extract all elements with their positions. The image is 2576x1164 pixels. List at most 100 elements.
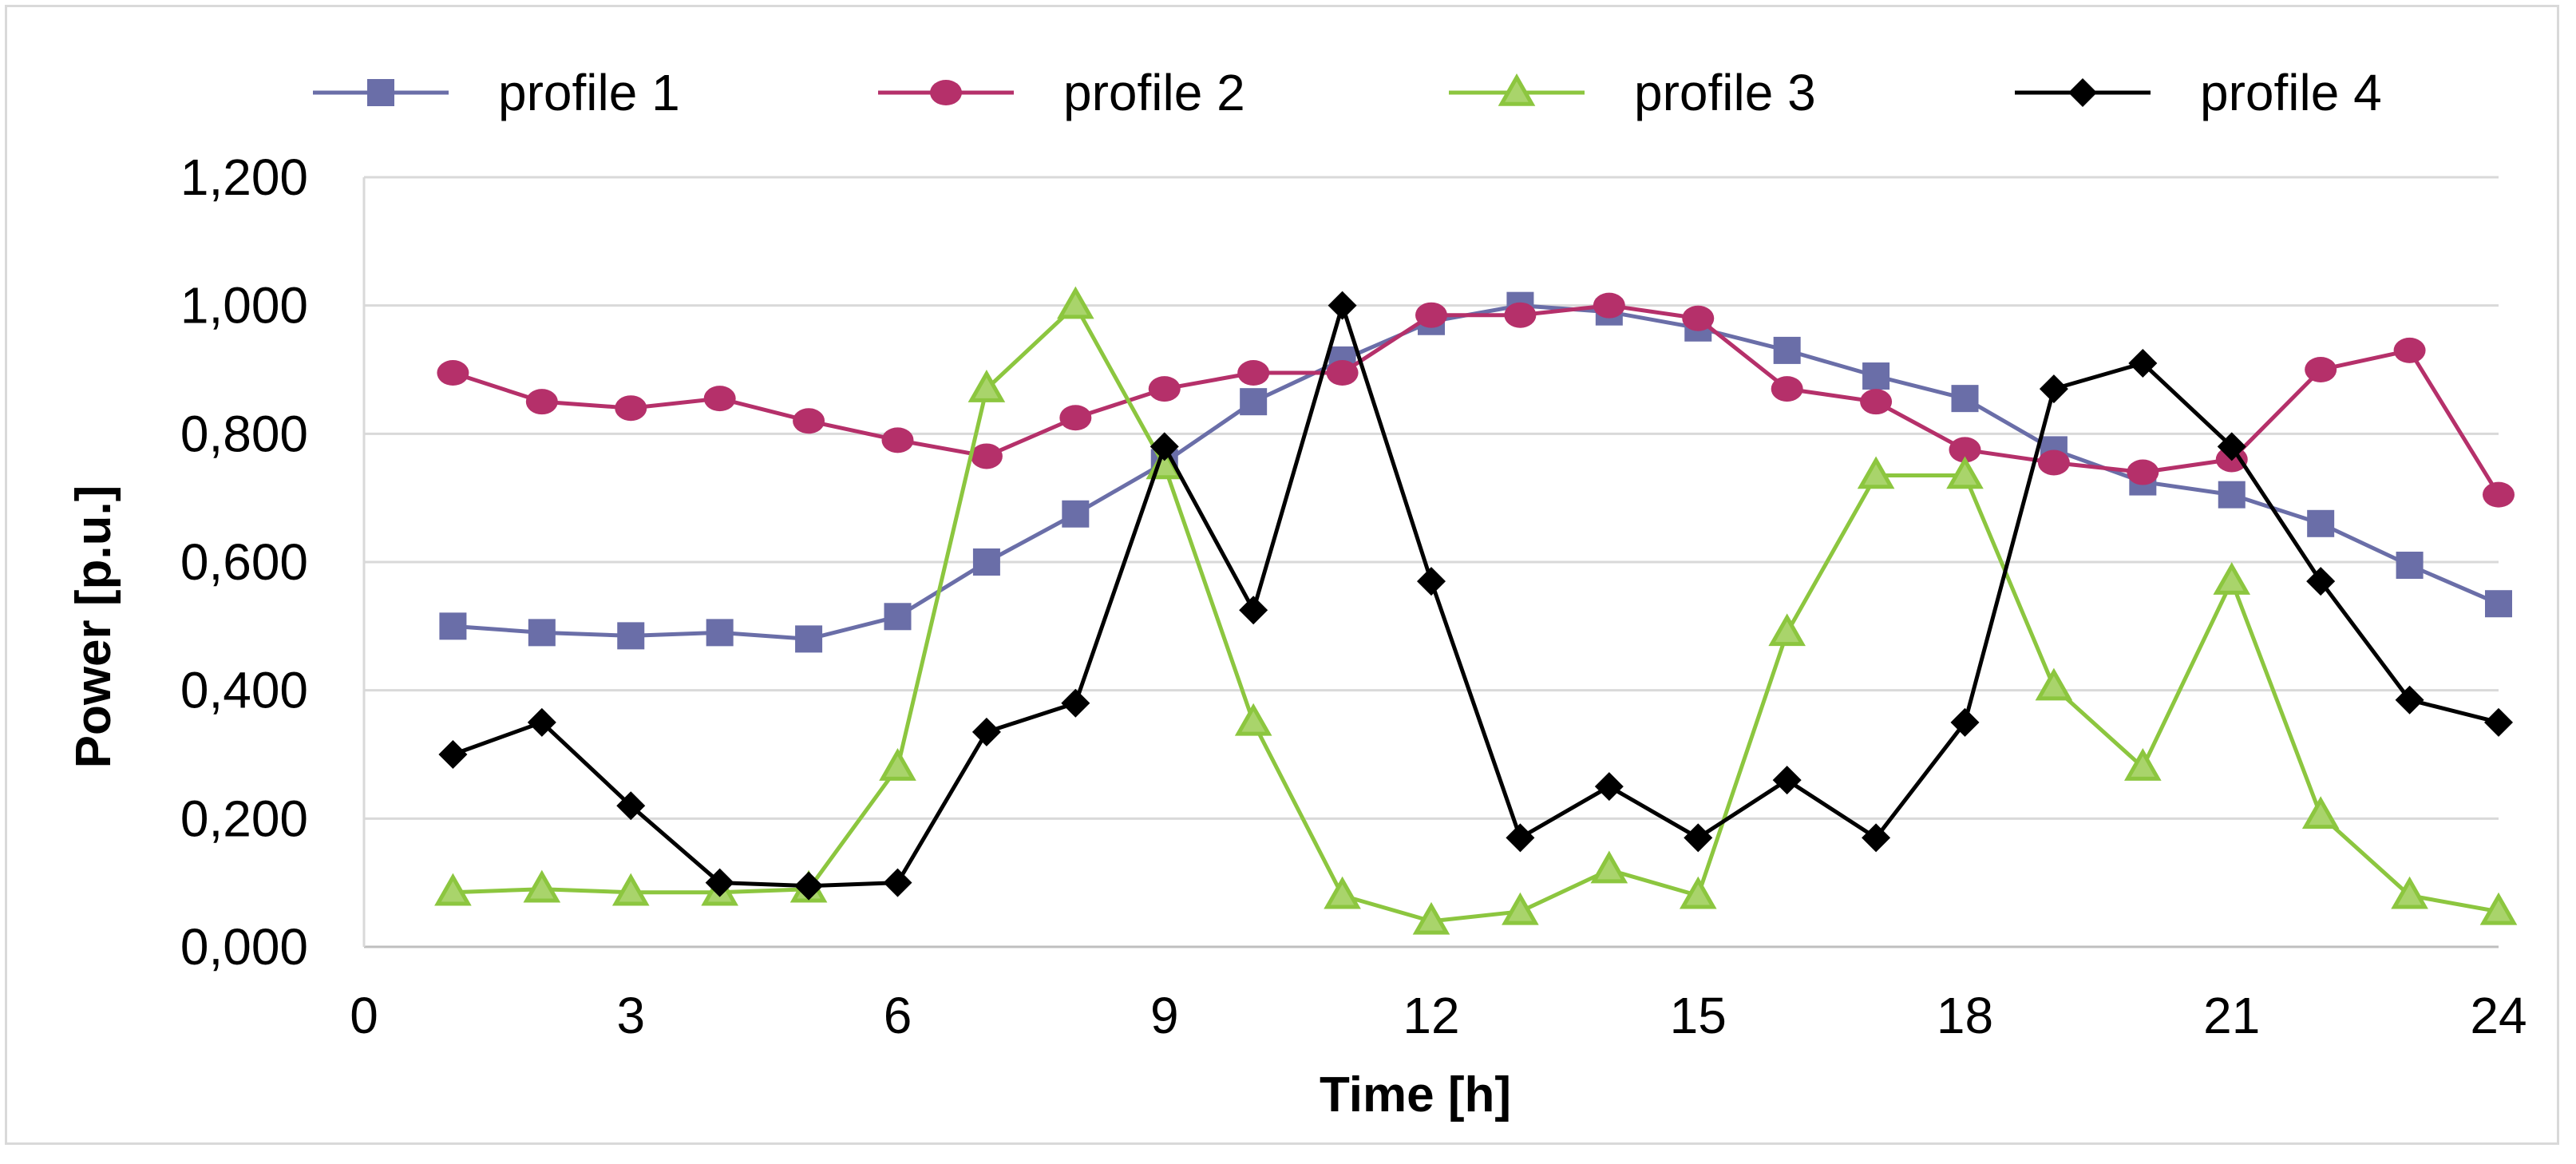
legend-label: profile 1 — [498, 64, 680, 121]
data-point — [434, 873, 472, 906]
y-tick-label: 1,000 — [180, 277, 308, 335]
data-point — [794, 871, 824, 901]
data-point — [1593, 292, 1625, 319]
data-point — [2301, 796, 2340, 829]
data-point — [615, 395, 647, 422]
x-tick-label: 24 — [2470, 987, 2527, 1044]
data-point — [2035, 667, 2073, 701]
data-point — [706, 619, 734, 647]
data-point — [1148, 376, 1181, 402]
data-point — [1234, 703, 1272, 736]
data-point — [437, 360, 469, 386]
legend: profile 1 profile 2 profile 3 profile 4 — [313, 64, 2382, 121]
data-point — [616, 791, 646, 821]
data-point — [1504, 302, 1537, 328]
data-point — [438, 740, 468, 769]
data-point — [2391, 876, 2428, 909]
y-axis-ticks: 0,000 0,200 0,400 0,600 0,800 1,000 1,200 — [180, 148, 308, 976]
grid-lines — [362, 176, 2499, 948]
x-tick-label: 18 — [1937, 987, 1993, 1044]
data-point — [527, 707, 556, 737]
y-tick-label: 0,600 — [180, 533, 308, 591]
legend-item: profile 1 — [313, 64, 680, 121]
data-point — [967, 370, 1006, 402]
data-point — [1857, 456, 1895, 489]
x-tick-label: 0 — [350, 987, 378, 1044]
y-tick-label: 0,800 — [180, 405, 308, 462]
chart-frame — [5, 5, 2559, 1145]
data-point — [1324, 876, 1361, 909]
data-point — [2484, 707, 2513, 737]
data-point — [2217, 432, 2246, 461]
data-point — [1951, 385, 1979, 413]
legend-marker — [2068, 78, 2097, 107]
data-point — [1415, 302, 1447, 328]
data-point — [2127, 459, 2159, 485]
x-tick-label: 15 — [1670, 987, 1727, 1044]
data-point — [884, 603, 912, 631]
data-point — [2124, 748, 2162, 781]
data-point — [1061, 688, 1090, 718]
series-group — [434, 286, 2518, 935]
legend-label: profile 2 — [1063, 64, 1245, 121]
legend-item: profile 4 — [2015, 64, 2382, 121]
data-point — [2306, 567, 2336, 596]
data-point — [2396, 552, 2424, 580]
data-point — [1326, 360, 1359, 386]
x-axis-title: Time [h] — [1320, 1067, 1511, 1122]
data-point — [1506, 823, 1535, 853]
series-line — [453, 303, 2499, 924]
data-point — [2128, 348, 2158, 378]
data-point — [1684, 823, 1713, 853]
data-point — [1412, 901, 1450, 935]
series-line — [452, 303, 2499, 889]
legend-item: profile 2 — [878, 64, 1245, 121]
data-point — [703, 386, 736, 412]
data-point — [1057, 286, 1094, 319]
data-point — [1949, 437, 1981, 463]
data-point — [2485, 590, 2512, 618]
series-line — [452, 303, 2501, 496]
data-point — [1594, 772, 1624, 802]
data-point — [1946, 456, 1984, 489]
data-point — [1059, 405, 1092, 431]
x-tick-label: 6 — [884, 987, 912, 1044]
data-point — [2395, 685, 2424, 715]
data-point — [883, 868, 912, 897]
legend-label: profile 4 — [2200, 64, 2382, 121]
series-line — [453, 303, 2499, 641]
data-point — [972, 548, 1000, 576]
data-point — [1772, 766, 1802, 795]
y-tick-label: 0,400 — [180, 662, 308, 719]
legend-label: profile 3 — [1634, 64, 1816, 121]
data-point — [1773, 336, 1801, 364]
y-tick-label: 0,000 — [180, 918, 308, 976]
data-point — [2039, 374, 2068, 404]
data-point — [2218, 481, 2246, 509]
data-point — [705, 868, 734, 897]
data-point — [1062, 500, 1090, 528]
data-point — [793, 408, 825, 434]
series-1 — [439, 291, 2512, 653]
data-point — [1950, 707, 1980, 737]
data-point — [1860, 389, 1893, 415]
data-point — [1240, 388, 1268, 416]
data-point — [523, 869, 561, 903]
legend-marker — [1498, 73, 1536, 106]
data-point — [2037, 449, 2070, 476]
series-3 — [434, 286, 2518, 935]
data-point — [1768, 613, 1806, 647]
data-point — [1502, 892, 1539, 925]
data-point — [1590, 850, 1628, 884]
data-point — [1771, 376, 1803, 402]
data-point — [2393, 337, 2426, 363]
data-point — [617, 622, 645, 650]
data-point — [528, 619, 556, 647]
data-point — [971, 717, 1001, 746]
data-point — [1150, 432, 1179, 461]
x-tick-label: 21 — [2203, 987, 2260, 1044]
data-point — [1862, 362, 1890, 390]
data-point — [611, 873, 650, 906]
data-point — [881, 427, 914, 453]
